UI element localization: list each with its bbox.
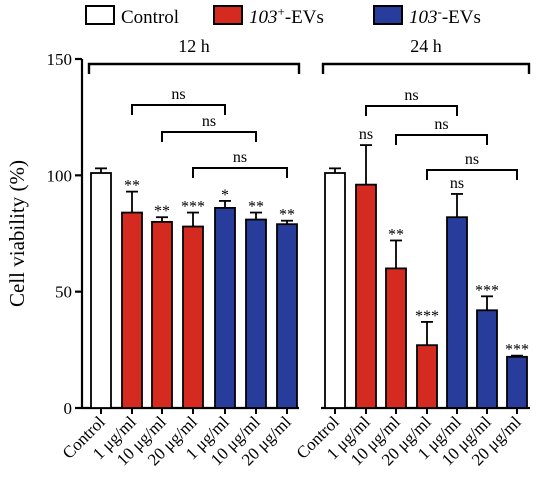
significance-label: ns xyxy=(450,175,464,192)
legend-label: 103+-EVs xyxy=(249,4,324,28)
significance-label: ** xyxy=(124,178,140,195)
comparison-bracket xyxy=(395,134,488,145)
legend-label-text: Control xyxy=(121,7,179,28)
group-bracket xyxy=(321,62,531,74)
group-label: 24 h xyxy=(410,36,442,56)
legend-label-superscript: - xyxy=(438,4,442,19)
legend-label-italic: 103 xyxy=(409,7,438,28)
legend-label: 103--EVs xyxy=(409,4,481,28)
significance-label: *** xyxy=(505,342,529,359)
significance-label: *** xyxy=(475,282,499,299)
comparison-label: ns xyxy=(233,149,247,166)
bar xyxy=(90,172,112,409)
y-tick-label: 100 xyxy=(47,166,73,185)
significance-label: *** xyxy=(181,199,205,216)
comparison-label: ns xyxy=(465,151,479,168)
legend-swatch xyxy=(85,5,115,25)
comparison-label: ns xyxy=(434,116,448,133)
significance-label: ** xyxy=(388,226,404,243)
legend-label-text: -EVs xyxy=(285,7,324,28)
bar xyxy=(276,223,298,409)
group-label: 12 h xyxy=(178,36,210,56)
legend-label: Control xyxy=(121,7,179,28)
significance-label: * xyxy=(221,187,229,204)
bar xyxy=(151,220,173,409)
bar xyxy=(214,207,236,409)
comparison-label: ns xyxy=(404,87,418,104)
bar xyxy=(245,218,267,409)
group-bracket xyxy=(87,62,301,74)
legend-swatch xyxy=(373,5,403,25)
bar xyxy=(121,211,143,409)
comparison-bracket xyxy=(192,167,288,178)
significance-label: ** xyxy=(279,207,295,224)
bar xyxy=(385,267,407,409)
comparison-bracket xyxy=(161,131,257,142)
y-axis-title: Cell viability (%) xyxy=(5,160,29,307)
significance-label: *** xyxy=(415,308,439,325)
bar xyxy=(416,344,438,409)
significance-label: ns xyxy=(359,126,373,143)
bar xyxy=(324,172,346,409)
comparison-bracket xyxy=(365,105,458,116)
bar xyxy=(446,216,468,409)
y-tick-label: 50 xyxy=(55,283,72,302)
significance-label: ** xyxy=(248,199,264,216)
comparison-label: ns xyxy=(202,113,216,130)
legend-label-superscript: + xyxy=(278,4,285,19)
comparison-bracket xyxy=(131,104,226,115)
bar xyxy=(476,309,498,409)
legend-label-text: -EVs xyxy=(442,7,481,28)
y-tick-label: 0 xyxy=(64,399,73,418)
comparison-bracket xyxy=(426,169,518,180)
bar xyxy=(182,225,204,409)
legend-label-italic: 103 xyxy=(249,7,278,28)
significance-label: ** xyxy=(154,203,170,220)
y-tick-label: 150 xyxy=(47,50,73,69)
comparison-label: ns xyxy=(171,86,185,103)
bar xyxy=(355,183,377,409)
bar xyxy=(506,355,528,409)
legend-swatch xyxy=(213,5,243,25)
